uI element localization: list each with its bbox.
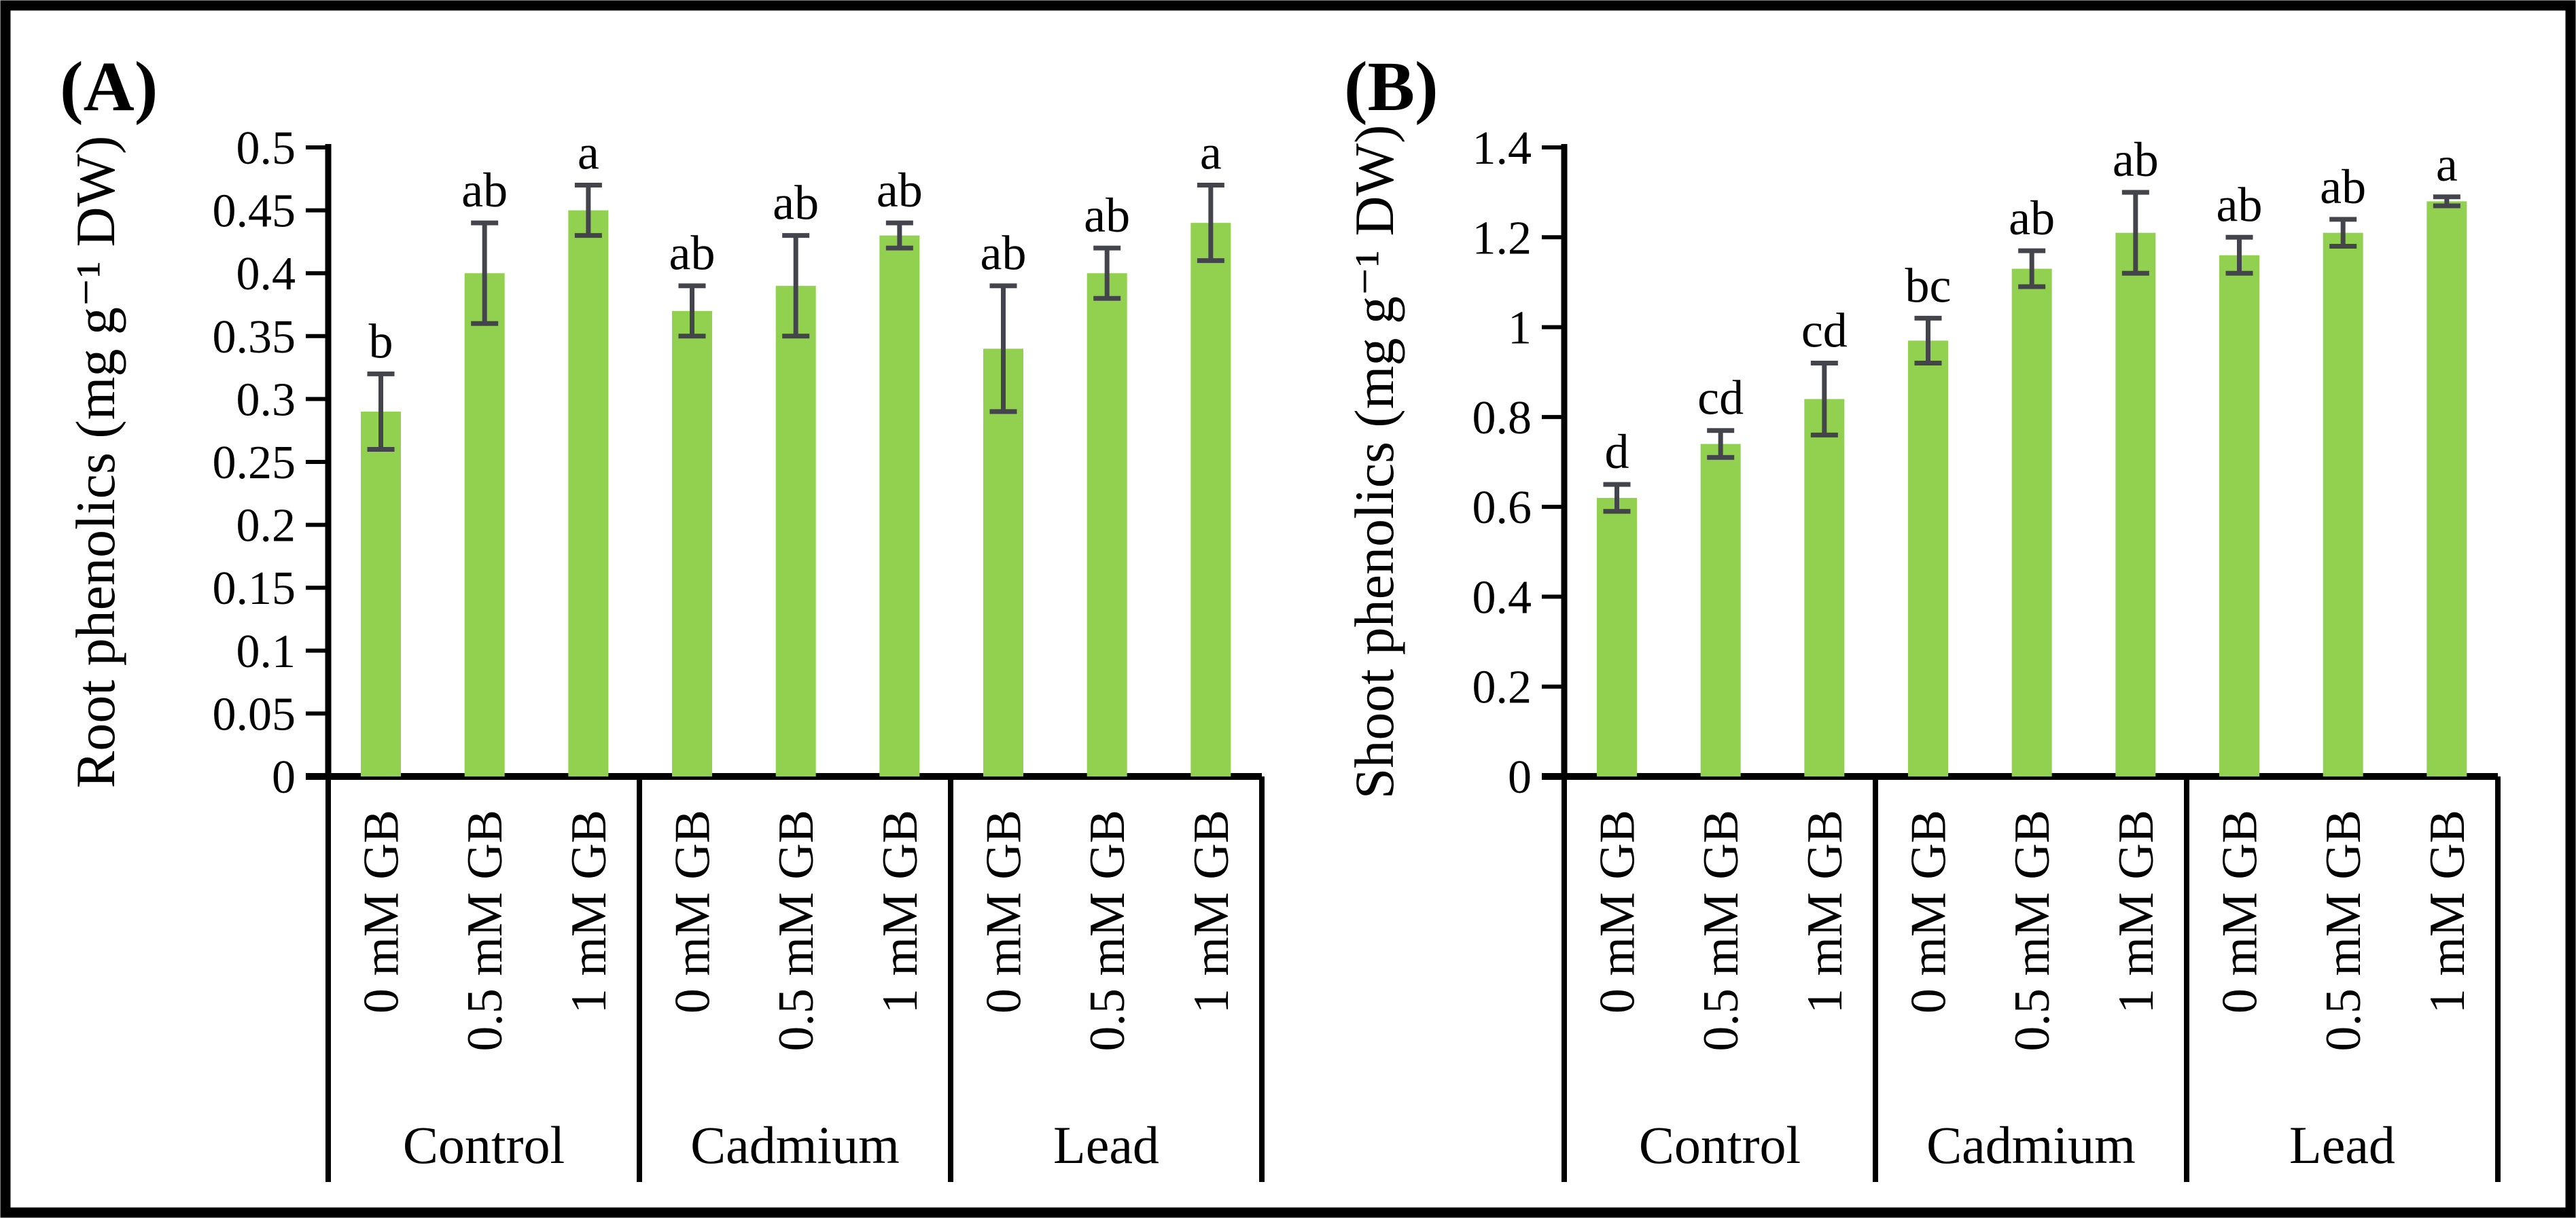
category-label: 0 mM GB	[1901, 810, 1957, 1014]
bar	[568, 210, 609, 777]
bar	[1087, 273, 1127, 776]
significance-letter: ab	[877, 163, 923, 217]
bar	[2427, 201, 2467, 776]
significance-letter: cd	[1697, 371, 1744, 425]
category-label: 1 mM GB	[1797, 810, 1853, 1014]
panel-a-y-axis-title: Root phenolics (mg g⁻¹ DW)	[65, 136, 126, 789]
y-tick-label: 0.2	[1472, 662, 1532, 714]
significance-letter: a	[1200, 126, 1222, 180]
bar	[464, 273, 505, 776]
group-label: Lead	[1053, 1115, 1159, 1175]
category-label: 1 mM GB	[561, 810, 617, 1014]
y-tick-label: 1	[1508, 302, 1532, 355]
category-label: 0.5 mM GB	[1693, 810, 1749, 1052]
category-label: 1 mM GB	[2109, 810, 2164, 1014]
group-label: Control	[1639, 1115, 1801, 1175]
bar	[361, 411, 401, 776]
category-label: 0.5 mM GB	[769, 810, 824, 1052]
significance-letter: ab	[2320, 160, 2366, 214]
bar	[1190, 223, 1231, 776]
significance-letter: a	[578, 126, 599, 180]
y-tick-label: 0.35	[213, 311, 296, 363]
group-label: Lead	[2289, 1115, 2395, 1175]
group-label: Cadmium	[690, 1115, 900, 1175]
bar	[983, 348, 1023, 776]
chart-root: 0 0.05 0.1 0.15 0.2 0.25 0.3 0.35 0.4 0.45 0.5 Cont…	[213, 122, 2501, 1182]
category-label: 0.5 mM GB	[2316, 810, 2371, 1052]
y-tick-label: 0.45	[213, 185, 296, 238]
bar	[1597, 497, 1637, 776]
panel-b-label: (B)	[1344, 48, 1439, 126]
y-tick-label: 0.2	[236, 500, 296, 552]
significance-letter: ab	[1084, 188, 1130, 243]
y-tick-label: 0.8	[1472, 392, 1532, 444]
panel-a-label: (A)	[60, 48, 158, 126]
significance-letter: a	[2436, 137, 2458, 192]
category-label: 0.5 mM GB	[1080, 810, 1135, 1052]
panel-b-y-axis-title: Shoot phenolics (mg g⁻¹ DW)	[1343, 125, 1405, 800]
category-label: 1 mM GB	[2420, 810, 2475, 1014]
y-tick-label: 0.5	[236, 122, 296, 175]
bar	[775, 285, 816, 777]
bar	[2323, 232, 2363, 777]
category-label: 1 mM GB	[872, 810, 928, 1014]
significance-letter: cd	[1801, 303, 1848, 357]
significance-letter: ab	[461, 163, 508, 217]
bar	[1908, 340, 1948, 776]
y-tick-label: 0.4	[236, 248, 296, 300]
category-label: 0.5 mM GB	[2005, 810, 2060, 1052]
significance-letter: ab	[2113, 132, 2159, 187]
category-label: 0 mM GB	[665, 810, 721, 1014]
significance-letter: bc	[1905, 258, 1952, 312]
y-tick-label: 0.4	[1472, 571, 1532, 624]
bar	[1804, 399, 1845, 776]
significance-letter: ab	[981, 226, 1027, 281]
group-label: Cadmium	[1926, 1115, 2136, 1175]
significance-letter: d	[1605, 425, 1629, 479]
category-label: 0 mM GB	[976, 810, 1032, 1014]
category-label: 0 mM GB	[2212, 810, 2268, 1014]
bar	[1700, 444, 1741, 776]
y-tick-label: 0.15	[213, 562, 296, 615]
y-tick-label: 0	[272, 751, 296, 804]
significance-letter: ab	[669, 226, 716, 281]
significance-letter: ab	[2009, 191, 2055, 245]
group-label: Control	[403, 1115, 565, 1175]
significance-letter: ab	[773, 176, 819, 230]
y-tick-label: 1.4	[1472, 122, 1532, 175]
significance-letter: ab	[2217, 177, 2263, 232]
bar	[672, 310, 712, 776]
category-label: 0.5 mM GB	[457, 810, 513, 1052]
bar	[879, 235, 920, 776]
category-label: 1 mM GB	[1184, 810, 1239, 1014]
y-tick-label: 0.6	[1472, 482, 1532, 534]
y-tick-label: 0	[1508, 751, 1532, 804]
category-label: 0 mM GB	[1590, 810, 1646, 1014]
significance-letter: b	[369, 314, 393, 368]
y-tick-label: 0.25	[213, 437, 296, 489]
y-tick-label: 1.2	[1472, 212, 1532, 264]
bar	[2011, 268, 2052, 777]
y-tick-label: 0.3	[236, 374, 296, 426]
bar	[2219, 255, 2259, 776]
category-label: 0 mM GB	[354, 810, 410, 1014]
y-tick-label: 0.05	[213, 688, 296, 740]
bar	[2115, 232, 2156, 777]
y-tick-label: 0.1	[236, 626, 296, 678]
